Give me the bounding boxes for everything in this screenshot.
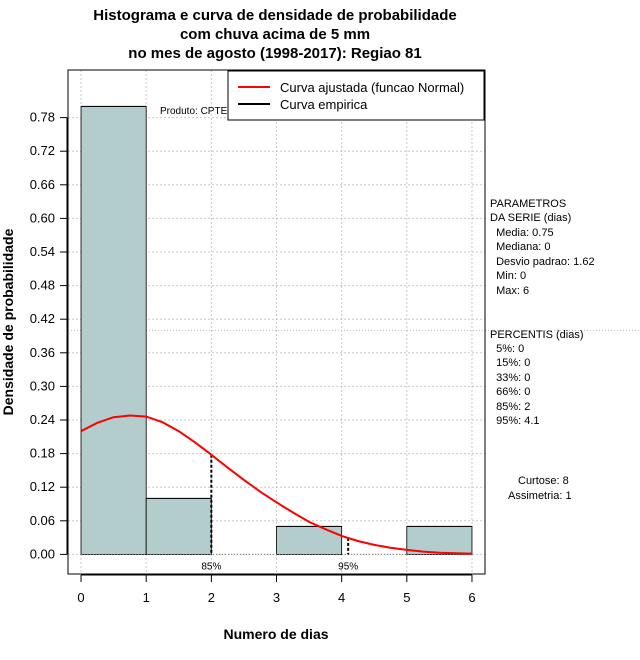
fitted-normal-curve bbox=[80, 414, 473, 555]
percentile-marker-label: 85% bbox=[201, 561, 221, 572]
y-tick-label: 0.06 bbox=[30, 513, 55, 528]
legend-label-empirical: Curva empirica bbox=[280, 97, 368, 112]
side-panel: PARAMETROS DA SERIE (dias) Media: 0.75 M… bbox=[490, 198, 595, 502]
assimetria-text: Assimetria: 1 bbox=[508, 490, 572, 502]
product-label: Produto: CPTEC/INPE bbox=[160, 106, 261, 117]
histogram-bar bbox=[145, 497, 212, 555]
legend-label-fitted: Curva ajustada (funcao Normal) bbox=[280, 80, 464, 95]
y-tick-label: 0.30 bbox=[30, 378, 55, 393]
chart-title-line-2: com chuva acima de 5 mm bbox=[180, 26, 370, 43]
param-line: PARAMETROS bbox=[490, 198, 566, 210]
param-line: Max: 6 bbox=[490, 285, 529, 297]
y-tick-label: 0.18 bbox=[30, 446, 55, 461]
x-axis: 0 1 2 3 4 5 6 bbox=[77, 574, 476, 605]
chart-title-line-3: no mes de agosto (1998-2017): Regiao 81 bbox=[128, 45, 421, 62]
percentil-line: 66%: 0 bbox=[490, 386, 530, 398]
param-line: Desvio padrao: 1.62 bbox=[490, 256, 595, 268]
y-axis-title: Densidade de probabilidade bbox=[0, 228, 16, 415]
y-tick-label: 0.12 bbox=[30, 479, 55, 494]
x-tick-label: 2 bbox=[208, 590, 215, 605]
percentil-line: 33%: 0 bbox=[490, 372, 530, 384]
x-tick-label: 0 bbox=[77, 590, 84, 605]
percentil-line: 95%: 4.1 bbox=[490, 415, 540, 427]
y-tick-label: 0.36 bbox=[30, 345, 55, 360]
curtose-text: Curtose: 8 bbox=[518, 475, 569, 487]
chart-title-line-1: Histograma e curva de densidade de proba… bbox=[93, 7, 456, 24]
x-tick-label: 6 bbox=[468, 590, 475, 605]
percentil-line: 85%: 2 bbox=[490, 401, 530, 413]
param-line: Min: 0 bbox=[490, 270, 526, 282]
param-line: Mediana: 0 bbox=[490, 241, 551, 253]
percentile-markers: 85% 95% bbox=[201, 454, 358, 572]
x-tick-label: 4 bbox=[338, 590, 345, 605]
y-tick-label: 0.66 bbox=[30, 177, 55, 192]
y-tick-label: 0.42 bbox=[30, 311, 55, 326]
percentil-line: 5%: 0 bbox=[490, 343, 524, 355]
y-tick-label: 0.24 bbox=[30, 412, 55, 427]
y-tick-label: 0.48 bbox=[30, 278, 55, 293]
percentile-marker-label: 95% bbox=[338, 561, 358, 572]
percentil-line: 15%: 0 bbox=[490, 357, 530, 369]
param-line: Media: 0.75 bbox=[490, 227, 554, 239]
plot-frame bbox=[67, 69, 486, 575]
param-line: DA SERIE (dias) bbox=[490, 212, 571, 224]
y-tick-label: 0.00 bbox=[30, 546, 55, 561]
x-tick-label: 3 bbox=[273, 590, 280, 605]
percentil-line: PERCENTIS (dias) bbox=[490, 329, 584, 341]
chart-title: Histograma e curva de densidade de proba… bbox=[93, 7, 456, 62]
legend-box bbox=[227, 70, 485, 121]
y-tick-label: 0.54 bbox=[30, 244, 55, 259]
histogram-bar bbox=[80, 106, 147, 555]
histogram-bars bbox=[80, 105, 473, 555]
legend: Curva ajustada (funcao Normal) Curva emp… bbox=[227, 70, 485, 121]
y-axis: 0.00 0.06 0.12 0.18 0.24 0.30 0.36 0.42 0.48 0.54… bbox=[30, 110, 68, 561]
histogram-bar bbox=[276, 526, 343, 555]
x-tick-label: 1 bbox=[143, 590, 150, 605]
y-tick-label: 0.60 bbox=[30, 210, 55, 225]
y-tick-label: 0.78 bbox=[30, 110, 55, 125]
x-axis-title: Numero de dias bbox=[223, 626, 328, 642]
y-tick-label: 0.72 bbox=[30, 143, 55, 158]
x-tick-label: 5 bbox=[403, 590, 410, 605]
